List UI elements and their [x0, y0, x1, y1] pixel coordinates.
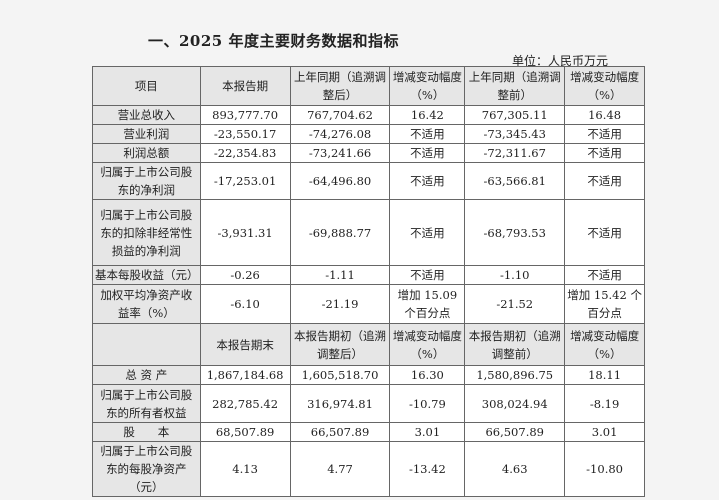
table-cell: 增加 15.42 个百分点: [564, 284, 645, 324]
row-label: 利润总额: [92, 143, 201, 163]
row-label: 股 本: [92, 422, 201, 442]
table-cell: -63,566.81: [464, 162, 566, 200]
table-cell: -22,354.83: [199, 143, 291, 163]
table-cell: -3,931.31: [199, 199, 291, 266]
table-cell: 282,785.42: [199, 384, 291, 423]
column-header: 项目: [92, 66, 201, 106]
table-cell: 4.13: [199, 441, 291, 497]
table-cell: 16.48: [564, 105, 645, 125]
table-cell: -17,253.01: [199, 162, 291, 200]
table-cell: -68,793.53: [464, 199, 566, 266]
table-cell: 不适用: [564, 124, 645, 144]
table-row: 基本每股收益（元） -0.26 -1.11 不适用 -1.10 不适用: [92, 265, 645, 285]
table-cell: 4.77: [289, 441, 391, 497]
table-cell: 66,507.89: [464, 422, 566, 442]
table-row: 股 本 68,507.89 66,507.89 3.01 66,507.89 3.01: [92, 422, 645, 442]
header-row: 本报告期末 本报告期初（追溯调整后） 增减变动幅度（%） 本报告期初（追溯调整前） 增减…: [92, 323, 645, 366]
table-cell: 18.11: [564, 365, 645, 385]
table-cell: -72,311.67: [464, 143, 566, 163]
header-row: 项目 本报告期 上年同期（追溯调整后） 增减变动幅度（%） 上年同期（追溯调整前） 增减变…: [92, 66, 645, 106]
table-cell: 不适用: [389, 143, 466, 163]
column-header: 增减变动幅度（%）: [389, 66, 466, 106]
table-cell: 不适用: [564, 162, 645, 200]
column-header: 增减变动幅度（%）: [564, 66, 645, 106]
table-cell: -10.79: [389, 384, 466, 423]
table-cell: 1,580,896.75: [464, 365, 566, 385]
table-row: 加权平均净资产收益率（%） -6.10 -21.19 增加 15.09 个百分点 -21…: [92, 284, 645, 324]
table-cell: 66,507.89: [289, 422, 391, 442]
table-cell: 767,704.62: [289, 105, 391, 125]
financial-table: 项目 本报告期 上年同期（追溯调整后） 增减变动幅度（%） 上年同期（追溯调整前） 增减变…: [92, 66, 645, 497]
table-cell: 1,605,518.70: [289, 365, 391, 385]
row-label: 营业利润: [92, 124, 201, 144]
table-cell: -1.10: [464, 265, 566, 285]
table-cell: 893,777.70: [199, 105, 291, 125]
table-row: 总 资 产 1,867,184.68 1,605,518.70 16.30 1,580,…: [92, 365, 645, 385]
column-header: 本报告期初（追溯调整后）: [289, 323, 391, 366]
table-cell: -13.42: [389, 441, 466, 497]
table-row: 利润总额 -22,354.83 -73,241.66 不适用 -72,311.67 不适用: [92, 143, 645, 163]
column-header: 本报告期初（追溯调整前）: [464, 323, 566, 366]
section-title: 一、2025 年度主要财务数据和指标: [148, 32, 399, 50]
column-header: 上年同期（追溯调整前）: [464, 66, 566, 106]
table-cell: 16.30: [389, 365, 466, 385]
table-cell: 767,305.11: [464, 105, 566, 125]
table-cell: 68,507.89: [199, 422, 291, 442]
row-label: 总 资 产: [92, 365, 201, 385]
row-label: 归属于上市公司股东的净利润: [92, 162, 201, 200]
table-cell: 1,867,184.68: [199, 365, 291, 385]
table-cell: 不适用: [389, 162, 466, 200]
table-cell: -6.10: [199, 284, 291, 324]
column-header: 增减变动幅度（%）: [564, 323, 645, 366]
column-header: 增减变动幅度（%）: [389, 323, 466, 366]
table-cell: 不适用: [564, 265, 645, 285]
table-cell: -74,276.08: [289, 124, 391, 144]
table-row: 营业利润 -23,550.17 -74,276.08 不适用 -73,345.43 不适用: [92, 124, 645, 144]
table-row: 归属于上市公司股东的扣除非经常性损益的净利润 -3,931.31 -69,888.7…: [92, 199, 645, 266]
table-cell: 增加 15.09 个百分点: [389, 284, 466, 324]
table-cell: -8.19: [564, 384, 645, 423]
column-header: 本报告期末: [199, 323, 291, 366]
row-label: 基本每股收益（元）: [92, 265, 201, 285]
table-cell: -23,550.17: [199, 124, 291, 144]
row-label: 归属于上市公司股东的所有者权益: [92, 384, 201, 423]
table-cell: 3.01: [389, 422, 466, 442]
table-cell: -21.52: [464, 284, 566, 324]
table-cell: 不适用: [389, 265, 466, 285]
column-header: 上年同期（追溯调整后）: [289, 66, 391, 106]
table-cell: -73,345.43: [464, 124, 566, 144]
row-label: 归属于上市公司股东的每股净资产（元）: [92, 441, 201, 497]
table-cell: 不适用: [564, 199, 645, 266]
table-row: 营业总收入 893,777.70 767,704.62 16.42 767,305.11…: [92, 105, 645, 125]
table-cell: -64,496.80: [289, 162, 391, 200]
table-cell: 不适用: [389, 124, 466, 144]
column-header: [92, 323, 201, 366]
table-cell: -0.26: [199, 265, 291, 285]
table-cell: -10.80: [564, 441, 645, 497]
table-cell: -69,888.77: [289, 199, 391, 266]
row-label: 归属于上市公司股东的扣除非经常性损益的净利润: [92, 199, 201, 266]
table-cell: -1.11: [289, 265, 391, 285]
column-header: 本报告期: [199, 66, 291, 106]
row-label: 营业总收入: [92, 105, 201, 125]
table-cell: 316,974.81: [289, 384, 391, 423]
table-cell: 3.01: [564, 422, 645, 442]
table-cell: 不适用: [389, 199, 466, 266]
table-cell: 308,024.94: [464, 384, 566, 423]
table-row: 归属于上市公司股东的净利润 -17,253.01 -64,496.80 不适用 -63,…: [92, 162, 645, 200]
table-row: 归属于上市公司股东的每股净资产（元） 4.13 4.77 -13.42 4.63 -10.…: [92, 441, 645, 497]
table-row: 归属于上市公司股东的所有者权益 282,785.42 316,974.81 -10.7…: [92, 384, 645, 423]
table-cell: -21.19: [289, 284, 391, 324]
row-label: 加权平均净资产收益率（%）: [92, 284, 201, 324]
table-cell: 4.63: [464, 441, 566, 497]
table-cell: 不适用: [564, 143, 645, 163]
table-cell: -73,241.66: [289, 143, 391, 163]
table-cell: 16.42: [389, 105, 466, 125]
unit-label: 单位：人民币万元: [512, 54, 609, 68]
